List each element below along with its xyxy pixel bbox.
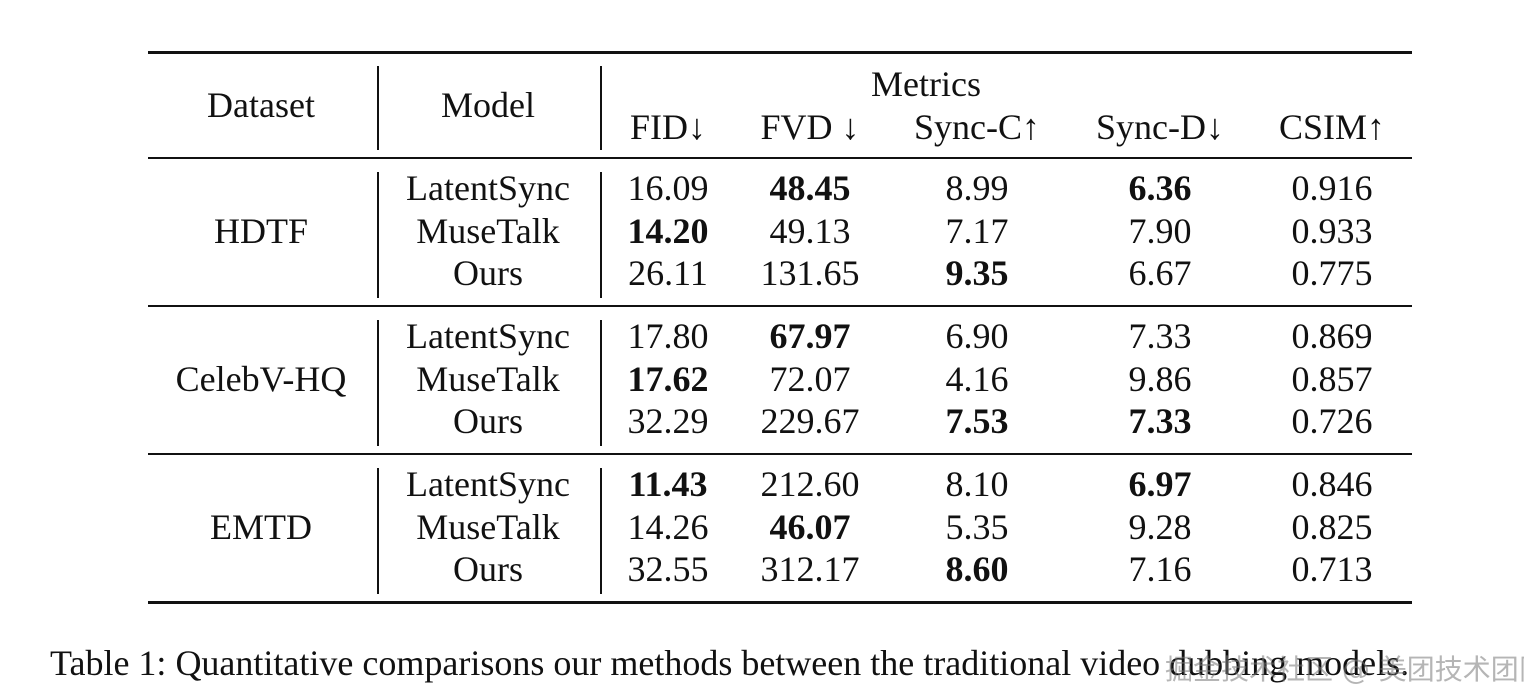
header-group: Metrics: [871, 64, 981, 104]
rule: [600, 66, 602, 150]
value-cell: 49.13: [769, 211, 851, 251]
rule: [148, 305, 1412, 307]
model-cell: LatentSync: [406, 464, 570, 504]
value-cell: 67.97: [769, 316, 851, 356]
value-cell: 9.86: [1128, 359, 1192, 399]
model-cell: LatentSync: [406, 316, 570, 356]
value-cell: 0.857: [1291, 359, 1373, 399]
header-cell: Sync-D↓: [1096, 107, 1224, 147]
rule: [600, 172, 602, 298]
header-cell: CSIM↑: [1278, 107, 1386, 147]
dataset-cell: HDTF: [213, 211, 309, 251]
rule: [148, 601, 1412, 604]
dataset-cell: CelebV-HQ: [175, 359, 347, 399]
model-cell: MuseTalk: [416, 211, 560, 251]
value-cell: 32.55: [627, 549, 709, 589]
model-cell: LatentSync: [406, 168, 570, 208]
value-cell: 0.775: [1291, 253, 1373, 293]
model-cell: MuseTalk: [416, 507, 560, 547]
rule: [377, 172, 379, 298]
value-cell: 11.43: [628, 464, 708, 504]
value-cell: 8.10: [945, 464, 1009, 504]
value-cell: 0.726: [1291, 401, 1373, 441]
value-cell: 131.65: [760, 253, 860, 293]
rule: [600, 320, 602, 446]
rule: [148, 453, 1412, 455]
value-cell: 7.33: [1128, 401, 1192, 441]
value-cell: 32.29: [627, 401, 709, 441]
caption: Table 1: Quantitative comparisons our me…: [50, 643, 1410, 683]
watermark: 掘金技术社区 @ 美团技术团队: [1165, 653, 1524, 686]
value-cell: 0.713: [1291, 549, 1373, 589]
header-cell: FID↓: [629, 107, 707, 147]
value-cell: 17.62: [627, 359, 709, 399]
value-cell: 7.16: [1128, 549, 1192, 589]
rule: [377, 66, 379, 150]
value-cell: 7.17: [945, 211, 1009, 251]
value-cell: 4.16: [945, 359, 1009, 399]
value-cell: 26.11: [628, 253, 708, 293]
value-cell: 6.36: [1128, 168, 1192, 208]
value-cell: 48.45: [769, 168, 851, 208]
dataset-cell: EMTD: [210, 507, 312, 547]
model-cell: Ours: [453, 549, 523, 589]
value-cell: 7.33: [1128, 316, 1192, 356]
value-cell: 0.869: [1291, 316, 1373, 356]
value-cell: 7.90: [1128, 211, 1192, 251]
value-cell: 6.90: [945, 316, 1009, 356]
value-cell: 8.60: [945, 549, 1009, 589]
header-cell: FVD ↓: [760, 107, 860, 147]
value-cell: 9.35: [945, 253, 1009, 293]
value-cell: 0.916: [1291, 168, 1373, 208]
value-cell: 9.28: [1128, 507, 1192, 547]
rule: [377, 468, 379, 594]
value-cell: 17.80: [627, 316, 709, 356]
value-cell: 312.17: [760, 549, 860, 589]
value-cell: 6.97: [1128, 464, 1192, 504]
header-cell: Model: [441, 85, 535, 125]
rule: [148, 51, 1412, 54]
value-cell: 72.07: [769, 359, 851, 399]
value-cell: 0.933: [1291, 211, 1373, 251]
value-cell: 46.07: [769, 507, 851, 547]
rule: [600, 468, 602, 594]
value-cell: 14.26: [627, 507, 709, 547]
model-cell: MuseTalk: [416, 359, 560, 399]
value-cell: 8.99: [945, 168, 1009, 208]
value-cell: 16.09: [627, 168, 709, 208]
rule: [148, 157, 1412, 159]
value-cell: 7.53: [945, 401, 1009, 441]
header-cell: Dataset: [207, 85, 315, 125]
value-cell: 6.67: [1128, 253, 1192, 293]
value-cell: 14.20: [627, 211, 709, 251]
value-cell: 5.35: [945, 507, 1009, 547]
value-cell: 229.67: [760, 401, 860, 441]
value-cell: 0.846: [1291, 464, 1373, 504]
value-cell: 0.825: [1291, 507, 1373, 547]
model-cell: Ours: [453, 253, 523, 293]
value-cell: 212.60: [760, 464, 860, 504]
model-cell: Ours: [453, 401, 523, 441]
rule: [377, 320, 379, 446]
header-cell: Sync-C↑: [914, 107, 1040, 147]
